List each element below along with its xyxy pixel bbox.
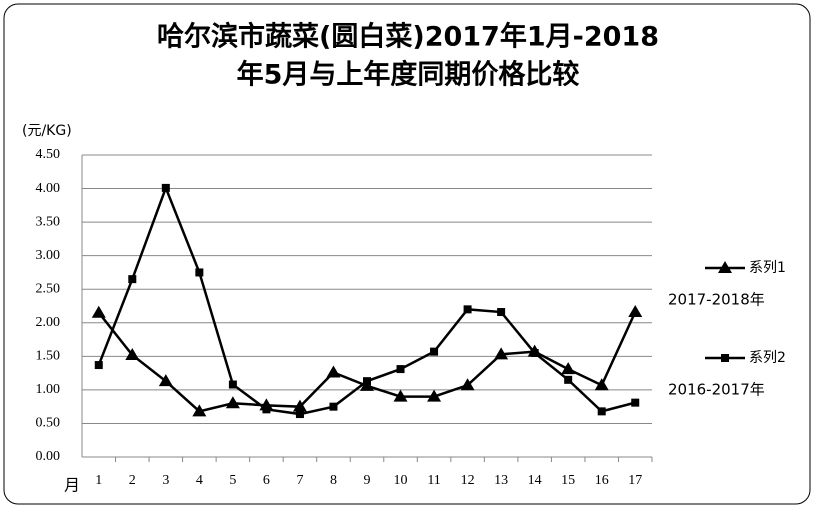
point bbox=[228, 380, 237, 389]
y-tick-label: 1.50 bbox=[36, 349, 61, 364]
legend-label: 系列2 bbox=[749, 350, 786, 366]
x-tick-label: 16 bbox=[595, 473, 609, 488]
point bbox=[561, 362, 576, 375]
point bbox=[158, 374, 173, 387]
point bbox=[497, 308, 506, 317]
point bbox=[195, 268, 204, 277]
x-tick-label: 3 bbox=[162, 473, 169, 488]
point bbox=[192, 404, 207, 417]
x-tick-label: 2 bbox=[129, 473, 136, 488]
point bbox=[91, 305, 106, 318]
point bbox=[460, 378, 475, 391]
y-tick-label: 4.00 bbox=[36, 181, 61, 196]
point bbox=[564, 375, 573, 384]
x-tick-label: 13 bbox=[494, 473, 508, 488]
point bbox=[326, 365, 341, 378]
point bbox=[125, 347, 140, 360]
point bbox=[329, 402, 338, 411]
y-tick-label: 4.50 bbox=[36, 147, 61, 162]
series-note: 2016-2017年 bbox=[668, 381, 765, 399]
point bbox=[295, 410, 304, 419]
point bbox=[427, 389, 442, 402]
x-axis-label: 月 bbox=[64, 476, 80, 495]
y-tick-label: 3.50 bbox=[36, 214, 61, 229]
x-tick-label: 9 bbox=[364, 473, 371, 488]
y-tick-label: 3.00 bbox=[36, 248, 61, 263]
x-tick-label: 14 bbox=[528, 473, 542, 488]
chart-title: 哈尔滨市蔬菜(圆白菜)2017年1月-2018 bbox=[157, 21, 659, 53]
point bbox=[363, 377, 371, 386]
point bbox=[128, 275, 137, 284]
y-tick-label: 0.00 bbox=[36, 449, 61, 464]
point bbox=[463, 305, 472, 314]
point bbox=[530, 348, 539, 357]
legend-label: 系列1 bbox=[749, 260, 786, 276]
series-note: 2017-2018年 bbox=[668, 291, 765, 309]
point bbox=[430, 347, 439, 356]
point bbox=[721, 354, 729, 362]
point bbox=[225, 396, 240, 409]
point bbox=[628, 305, 643, 318]
point bbox=[94, 361, 103, 370]
chart-title: 年5月与上年度同期价格比较 bbox=[237, 59, 580, 91]
point bbox=[631, 398, 640, 407]
point bbox=[393, 389, 408, 402]
x-tick-label: 12 bbox=[461, 473, 475, 488]
point bbox=[262, 405, 271, 414]
y-axis-label: (元/KG) bbox=[22, 123, 72, 139]
x-tick-label: 4 bbox=[196, 473, 203, 488]
x-tick-label: 7 bbox=[296, 473, 303, 488]
x-tick-label: 17 bbox=[628, 473, 642, 488]
point bbox=[292, 399, 307, 412]
point bbox=[396, 365, 405, 374]
point bbox=[597, 407, 606, 416]
point bbox=[161, 183, 170, 192]
chart-border bbox=[3, 3, 811, 505]
point bbox=[594, 378, 609, 391]
x-tick-label: 5 bbox=[229, 473, 236, 488]
y-tick-label: 2.00 bbox=[36, 315, 61, 330]
x-tick-label: 10 bbox=[394, 473, 408, 488]
x-tick-label: 15 bbox=[561, 473, 575, 488]
point bbox=[718, 261, 732, 273]
x-tick-label: 6 bbox=[263, 473, 270, 488]
x-tick-label: 8 bbox=[330, 473, 337, 488]
y-tick-label: 0.50 bbox=[36, 416, 61, 431]
x-tick-label: 11 bbox=[427, 473, 440, 488]
point bbox=[494, 347, 509, 360]
x-tick-label: 1 bbox=[95, 473, 102, 488]
y-tick-label: 1.00 bbox=[36, 382, 61, 397]
y-tick-label: 2.50 bbox=[36, 281, 61, 296]
